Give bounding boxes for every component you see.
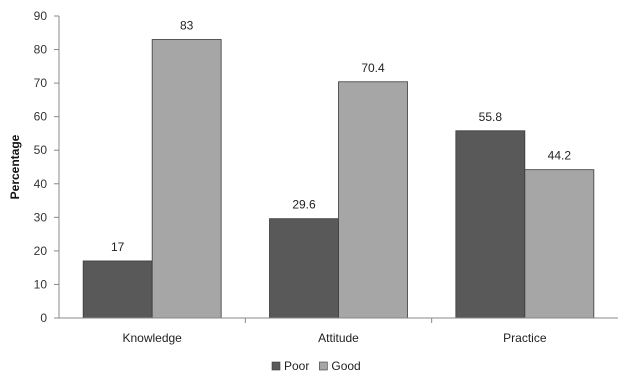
y-tick-label: 0	[40, 311, 47, 325]
x-tick-label: Attitude	[318, 331, 359, 345]
x-tick-label: Practice	[503, 331, 547, 345]
y-tick-label: 10	[34, 277, 48, 291]
data-label: 55.8	[479, 110, 503, 124]
y-tick-label: 30	[34, 210, 48, 224]
legend: Poor Good	[271, 359, 361, 373]
legend-label: Good	[331, 359, 360, 373]
data-label: 83	[180, 18, 194, 32]
bar-poor-knowledge	[82, 260, 153, 319]
bar-good-attitude	[338, 81, 408, 319]
bar-poor-practice	[455, 130, 526, 319]
x-tick-label: Knowledge	[122, 331, 182, 345]
y-tick-label: 60	[34, 110, 48, 124]
data-label: 70.4	[361, 61, 385, 75]
bar-poor-attitude	[269, 218, 339, 319]
y-tick-label: 20	[34, 244, 48, 258]
legend-label: Poor	[284, 359, 309, 373]
data-label: 17	[111, 240, 125, 254]
bar-good-knowledge	[151, 39, 222, 319]
legend-swatch	[319, 361, 328, 371]
data-label: 44.2	[548, 149, 572, 163]
bars: 17 83 29.6 70.4 55.8 44.2	[82, 18, 595, 319]
x-axis: Knowledge Attitude Practice	[122, 318, 547, 345]
y-tick-label: 70	[34, 76, 48, 90]
y-axis-title: Percentage	[8, 134, 22, 199]
y-tick-label: 90	[34, 9, 48, 23]
data-label: 29.6	[292, 198, 316, 212]
legend-swatch	[271, 361, 281, 371]
y-tick-label: 50	[34, 143, 48, 157]
y-axis: 0 10 20 30 40 50 60 70 80 90	[34, 9, 59, 325]
y-tick-label: 40	[34, 177, 48, 191]
y-tick-label: 80	[34, 43, 48, 57]
bar-good-practice	[524, 169, 595, 319]
